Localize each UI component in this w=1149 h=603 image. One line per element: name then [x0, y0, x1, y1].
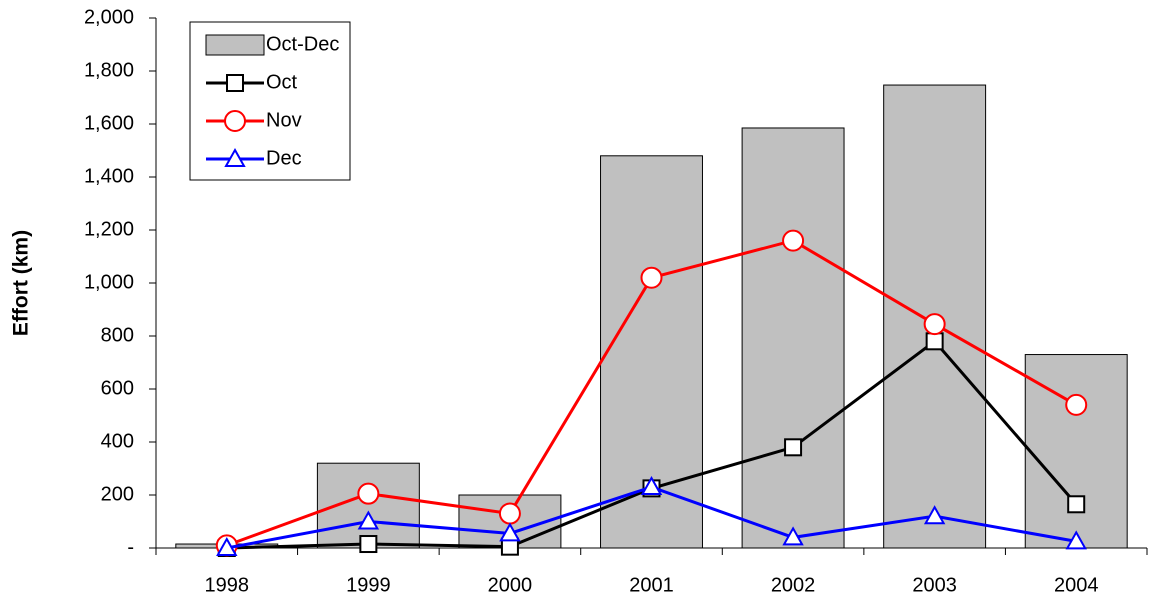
point [499, 522, 521, 542]
x-tick-label: 1999 [346, 574, 391, 596]
point [498, 502, 521, 525]
y-tick-label: 400 [101, 430, 134, 452]
x-tick-label: 2004 [1054, 574, 1099, 596]
legend-marker [224, 147, 246, 167]
x-tick-label: 1998 [205, 574, 250, 596]
legend-label: Dec [266, 147, 302, 169]
x-tick-label: 2002 [771, 574, 816, 596]
y-axis-title: Effort (km) [10, 230, 33, 336]
point [1065, 530, 1087, 550]
legend-label: Oct-Dec [266, 33, 339, 55]
point [359, 535, 378, 554]
y-tick-label: 2,000 [84, 6, 134, 28]
point [784, 438, 803, 457]
legend-swatch [205, 34, 265, 56]
bar [741, 127, 845, 549]
legend-label: Oct [266, 71, 298, 93]
point [640, 476, 663, 496]
point [782, 229, 805, 252]
x-tick-label: 2001 [629, 574, 674, 596]
legend-marker [224, 110, 246, 132]
point [640, 266, 663, 289]
y-tick-label: - [127, 536, 134, 558]
point [1065, 393, 1088, 416]
y-tick-label: 1,400 [84, 165, 134, 187]
y-tick-label: 1,200 [84, 218, 134, 240]
y-tick-label: 1,600 [84, 112, 134, 134]
point [1067, 495, 1086, 514]
point [357, 510, 380, 530]
point [923, 313, 946, 336]
point [925, 332, 944, 351]
y-tick-label: 600 [101, 377, 134, 399]
y-tick-label: 1,000 [84, 271, 134, 293]
point [216, 536, 238, 556]
x-tick-label: 2003 [912, 574, 957, 596]
x-tick-label: 2000 [488, 574, 533, 596]
point [782, 526, 804, 546]
point [357, 482, 380, 505]
y-tick-label: 1,800 [84, 59, 134, 81]
y-tick-label: 800 [101, 324, 134, 346]
legend-marker [226, 74, 244, 92]
y-tick-label: 200 [101, 483, 134, 505]
legend-label: Nov [266, 109, 302, 131]
point [923, 505, 946, 525]
